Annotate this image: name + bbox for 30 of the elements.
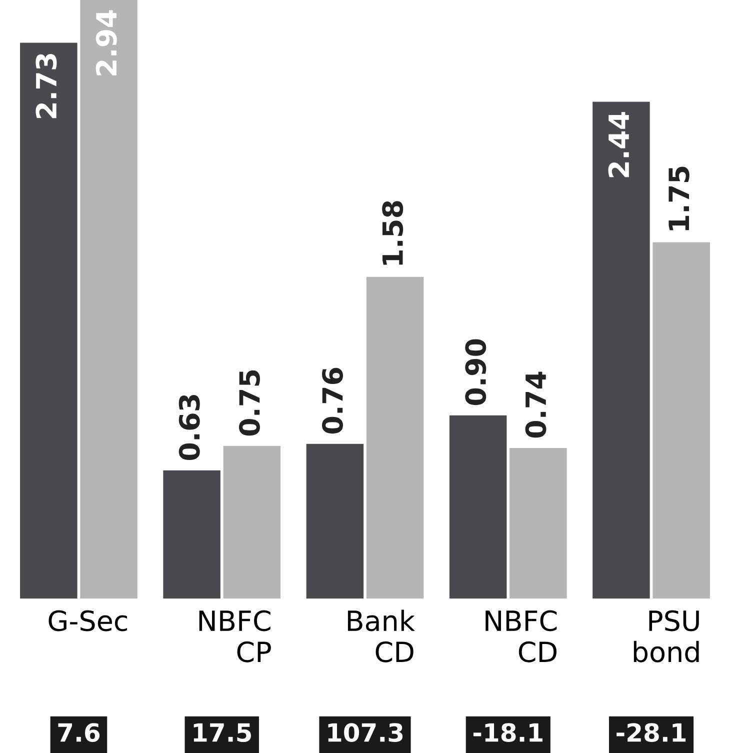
data-label: 2.94 (96, 10, 117, 76)
bar (20, 42, 78, 599)
x-tick-label: NBFC CD (486, 610, 557, 662)
data-label: 1.75 (668, 166, 690, 230)
data-label: 2.73 (36, 54, 57, 118)
text: 107.3 (328, 723, 403, 742)
x-tick-label: PSU bond (634, 610, 699, 662)
text: -18.1 (473, 723, 542, 742)
bar (80, 0, 138, 599)
bar (510, 448, 567, 599)
bar (223, 446, 281, 599)
bar (449, 415, 507, 599)
data-label: 0.90 (465, 339, 486, 406)
text: -28.1 (616, 723, 686, 742)
data-label: 0.63 (178, 395, 200, 460)
text: 7.6 (58, 723, 100, 742)
bar (306, 444, 364, 599)
bar (652, 242, 710, 599)
bar (163, 470, 220, 599)
data-label: 0.76 (322, 368, 343, 434)
data-label: 0.74 (525, 372, 546, 438)
x-tick-label: Bank CD (348, 610, 415, 662)
x-tick-label: NBFC CP (199, 610, 271, 662)
bar (366, 276, 424, 599)
data-label: 0.75 (238, 370, 260, 436)
x-tick-label: G-Sec (48, 610, 127, 632)
data-label: 2.44 (608, 112, 629, 178)
text: 17.5 (194, 723, 251, 742)
bar (592, 102, 650, 599)
data-label: 1.58 (382, 201, 404, 265)
